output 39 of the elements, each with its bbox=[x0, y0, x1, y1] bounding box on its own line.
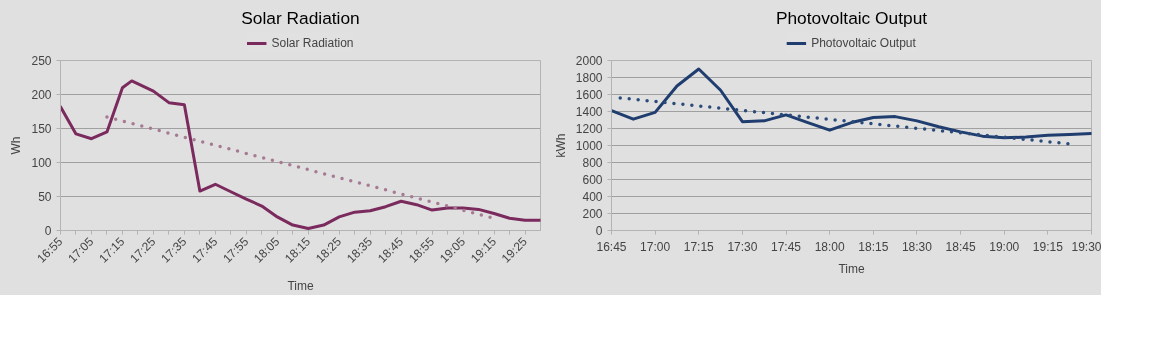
x-axis-title: Time bbox=[838, 261, 865, 276]
chart-title: Photovoltaic Output bbox=[775, 7, 928, 28]
y-tick-label: 1800 bbox=[575, 71, 603, 85]
y-tick-label: 100 bbox=[31, 156, 52, 170]
x-tick-label: 18:30 bbox=[901, 239, 933, 254]
y-axis-title: Wh bbox=[9, 136, 24, 155]
x-tick-label: 16:45 bbox=[596, 239, 627, 254]
x-tick-label: 18:00 bbox=[814, 239, 846, 254]
x-tick-label: 17:00 bbox=[640, 239, 671, 254]
y-tick-label: 200 bbox=[31, 88, 52, 102]
line-series bbox=[611, 67, 1092, 140]
y-tick-label: 150 bbox=[31, 122, 52, 136]
y-axis-title: kWh bbox=[553, 133, 568, 158]
y-tick-label: 1400 bbox=[575, 105, 603, 119]
chart-title: Solar Radiation bbox=[241, 7, 360, 28]
x-tick-label: 18:45 bbox=[945, 239, 976, 254]
x-tick-label: 19:00 bbox=[989, 239, 1020, 254]
y-tick-label: 1600 bbox=[575, 88, 603, 102]
y-tick-label: 50 bbox=[38, 190, 52, 204]
x-tick-label: 17:15 bbox=[683, 239, 715, 254]
y-tick-label: 600 bbox=[582, 173, 603, 187]
y-tick-label: 1000 bbox=[575, 139, 603, 153]
x-tick-label: 19:15 bbox=[1032, 239, 1064, 254]
y-tick-label: 0 bbox=[595, 224, 603, 238]
y-tick-label: 250 bbox=[31, 54, 52, 68]
y-tick-label: 200 bbox=[582, 207, 603, 221]
legend-label: Solar Radiation bbox=[271, 36, 354, 50]
y-tick-label: 2000 bbox=[575, 54, 603, 68]
x-tick-label: 17:30 bbox=[727, 239, 758, 254]
y-tick-label: 0 bbox=[44, 224, 52, 238]
x-axis-title: Time bbox=[287, 278, 314, 293]
y-tick-label: 1200 bbox=[575, 122, 603, 136]
y-tick-label: 800 bbox=[582, 156, 603, 170]
x-tick-label: 17:45 bbox=[771, 239, 802, 254]
line-series bbox=[60, 79, 541, 230]
legend-label: Photovoltaic Output bbox=[811, 36, 916, 50]
y-tick-label: 400 bbox=[582, 190, 603, 204]
x-tick-label: 18:15 bbox=[858, 239, 889, 254]
x-tick-label: 19:30 bbox=[1071, 239, 1102, 254]
